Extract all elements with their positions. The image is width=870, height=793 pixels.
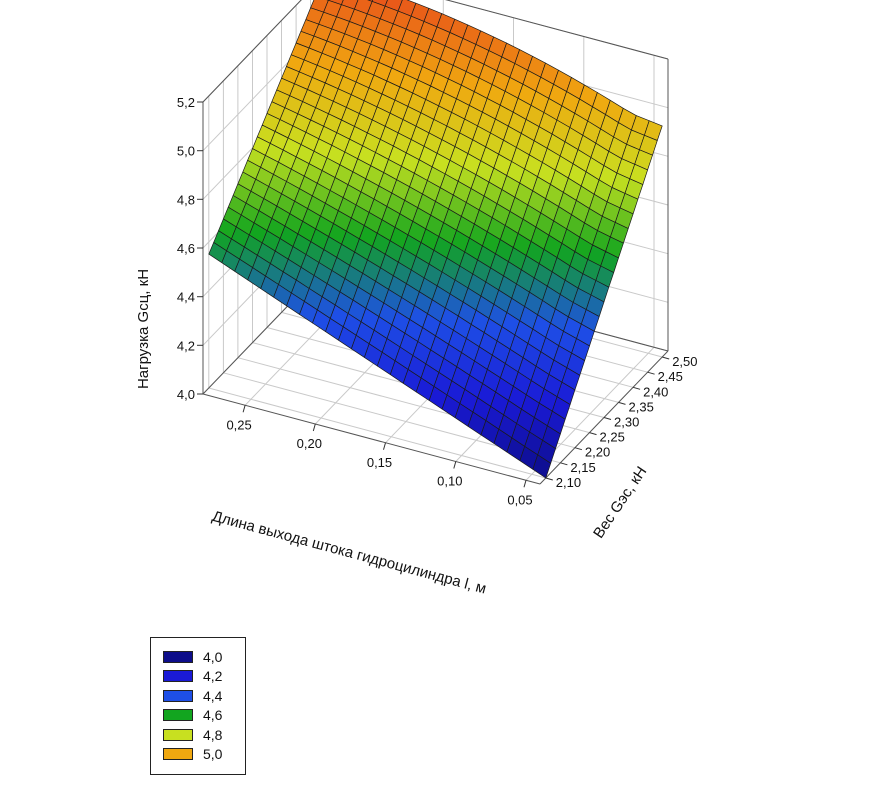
x-tick-label: 0,05	[507, 492, 532, 507]
legend-item: 4,0	[163, 647, 245, 667]
z-tick-label: 4,4	[177, 290, 195, 305]
floor-gridline	[208, 387, 546, 479]
legend-label: 4,4	[203, 687, 223, 704]
x-axis-title: Длина выхода штока гидроцилиндра l, м	[210, 508, 488, 598]
y-tick-label: 2,45	[658, 369, 683, 384]
y-tick-label: 2,40	[643, 384, 668, 399]
y-tick-label: 2,25	[600, 430, 625, 445]
tick-mark	[523, 480, 527, 488]
x-tick-label: 0,20	[297, 436, 322, 451]
tick-mark	[383, 442, 386, 450]
z-tick-label: 5,0	[177, 144, 195, 159]
y-axis-title: Вес Gэс, кН	[590, 464, 650, 542]
y-tick-label: 2,20	[585, 445, 610, 460]
tick-mark	[312, 423, 316, 432]
tick-mark	[242, 405, 246, 413]
tick-mark	[560, 462, 568, 466]
z-tick-label: 4,2	[177, 338, 195, 353]
legend-item: 4,4	[163, 686, 245, 706]
legend-item: 4,6	[163, 706, 245, 726]
z-tick-label: 4,8	[177, 192, 195, 207]
tick-mark	[545, 477, 553, 481]
legend-swatch	[163, 650, 193, 663]
z-tick-label: 4,0	[177, 387, 195, 402]
x-tick-label: 0,10	[437, 474, 462, 489]
legend-label: 4,6	[203, 707, 223, 724]
tick-mark	[647, 371, 655, 375]
tick-mark	[589, 432, 597, 436]
legend-swatch	[163, 709, 193, 722]
tick-mark	[662, 356, 670, 360]
tick-mark	[453, 461, 457, 469]
legend-label: 4,2	[203, 668, 223, 685]
tick-mark	[603, 417, 612, 420]
y-tick-label: 2,15	[570, 460, 595, 475]
z-tick-label: 5,2	[177, 95, 195, 110]
legend-label: 5,0	[203, 746, 223, 763]
y-tick-label: 2,10	[556, 475, 581, 490]
box-edge	[445, 0, 669, 60]
box-edge	[202, 393, 541, 485]
x-tick-label: 0,25	[226, 417, 251, 432]
legend-swatch	[163, 748, 193, 761]
tick-mark	[618, 401, 626, 405]
legend-item: 4,2	[163, 667, 245, 687]
legend-item: 4,8	[163, 725, 245, 745]
box-edge	[202, 0, 302, 103]
tick-mark	[632, 386, 641, 390]
legend-swatch	[163, 689, 193, 702]
z-tick-label: 4,6	[177, 241, 195, 256]
color-legend: 4,0 4,2 4,4 4,6 4,8 5,0	[150, 637, 246, 775]
y-tick-label: 2,30	[614, 415, 639, 430]
x-tick-label: 0,15	[367, 455, 392, 470]
y-tick-label: 2,35	[629, 399, 654, 414]
z-axis-title: Нагрузка Gсц, кН	[135, 269, 152, 389]
legend-label: 4,0	[203, 648, 223, 665]
legend-swatch	[163, 670, 193, 683]
surface-plot: 4,0 4,2 4,4 4,6 4,8 5,0 5,2 0,25 0,20 0,15 0,10 0,0…	[135, 0, 698, 598]
y-tick-label: 2,50	[672, 354, 697, 369]
legend-swatch	[163, 728, 193, 741]
legend-label: 4,8	[203, 726, 223, 743]
tick-mark	[574, 447, 583, 451]
legend-item: 5,0	[163, 745, 245, 765]
